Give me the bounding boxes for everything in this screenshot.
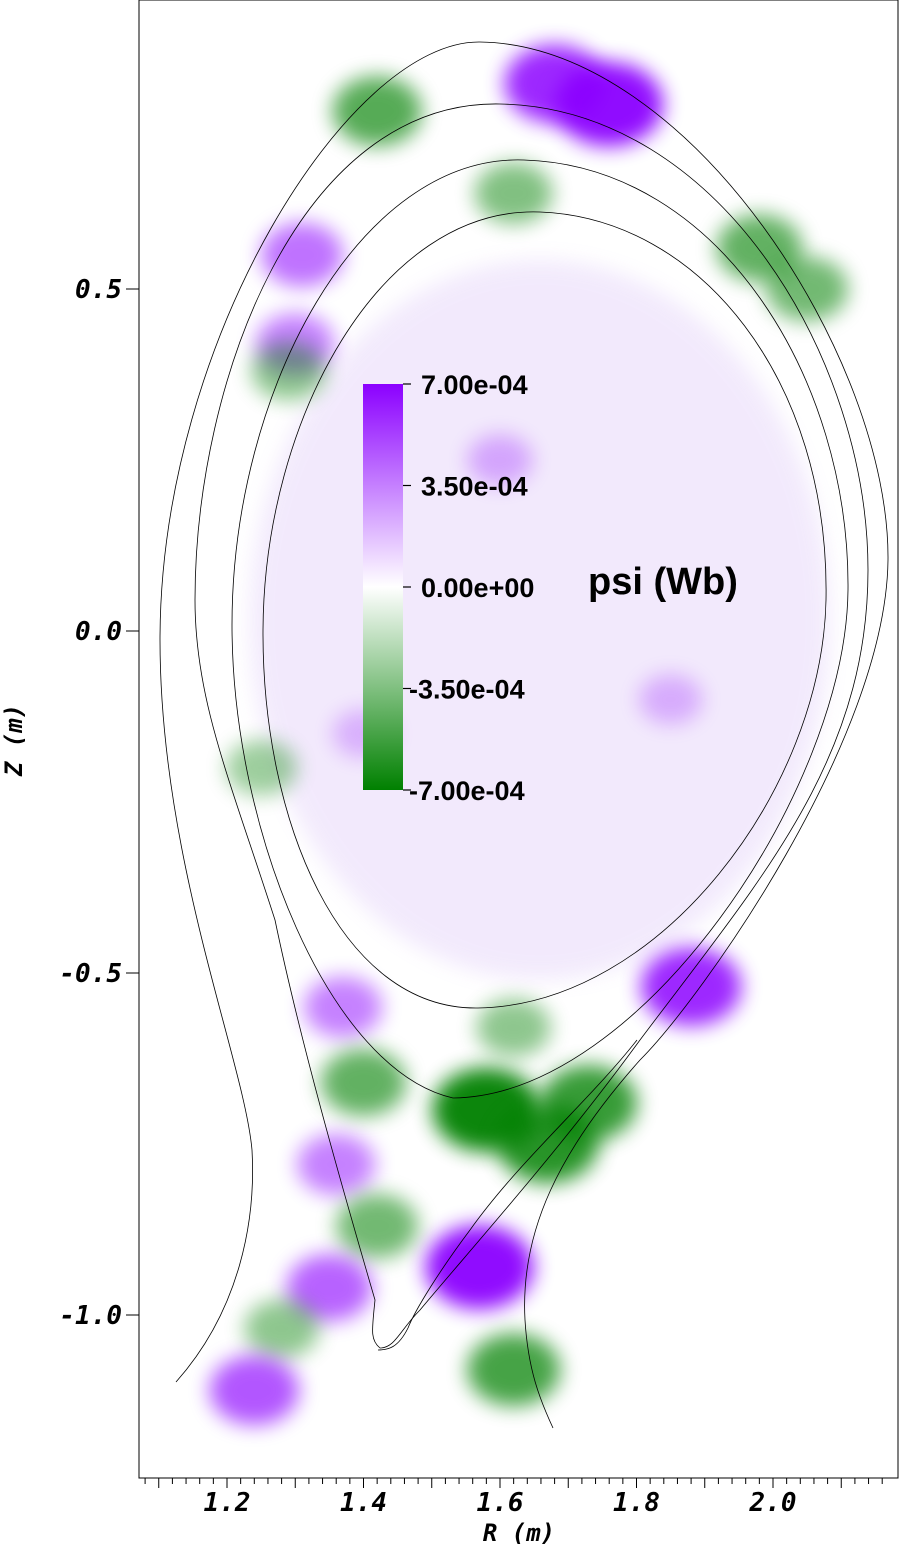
x-tick-label: 1.6 [477,1488,524,1518]
x-tick-label: 1.2 [204,1488,251,1518]
psi-blob-22 [425,1225,534,1310]
colorbar-ticks: 7.00e-04 3.50e-04 0.00e+00 -3.50e-04 -7.00e-… [403,370,534,806]
x-axis-title: R (m) [483,1519,555,1547]
separatrix-outer-leg [377,1039,638,1351]
colorbar-tick-label: 3.50e-04 [421,472,528,502]
psi-blob-10 [638,674,703,725]
y-tick-label: -1.0 [59,1301,122,1331]
psi-blob-14 [303,976,383,1038]
flux-surface-inner [262,211,827,1009]
y-axis-tick-labels: 0.5 0.0 -0.5 -1.0 [59,275,122,1331]
y-axis-ticks [126,288,139,1316]
limiter-boundary [159,41,889,1429]
psi-blob-1 [555,62,664,147]
colorbar: 7.00e-04 3.50e-04 0.00e+00 -3.50e-04 -7.00e-… [363,370,738,806]
psi-blob-23 [286,1254,373,1322]
psi-blob-16 [320,1049,407,1116]
psi-blob-3 [474,162,553,224]
colorbar-tick-label: 7.00e-04 [421,370,528,400]
colorbar-tick-label: -3.50e-04 [409,675,525,705]
colorbar-gradient [363,384,403,790]
psi-blob-21 [336,1194,419,1259]
psi-blob-24 [467,1333,561,1407]
separatrix [194,103,869,1349]
x-tick-label: 1.4 [340,1488,387,1518]
colorbar-tick-label: 0.00e+00 [421,573,534,603]
core-wash [250,260,830,980]
psi-blob-15 [476,998,551,1057]
y-tick-label: 0.5 [75,275,122,305]
x-tick-label: 2.0 [749,1488,797,1518]
psi-blob-9 [467,434,533,486]
colorbar-tick-label: -7.00e-04 [409,776,525,806]
psi-blob-2 [332,76,422,147]
psi-blob-26 [209,1355,300,1426]
psi-blob-19 [540,1065,638,1141]
psi-blob-12 [225,740,297,796]
y-axis-title: Z (m) [0,704,28,777]
x-axis-ticks [144,1478,883,1488]
y-tick-label: -0.5 [59,959,122,989]
psi-blob-5 [766,257,849,321]
colorbar-title: psi (Wb) [588,561,738,603]
flux-surface-2 [231,159,849,1099]
psi-blob-8 [251,341,326,401]
x-tick-label: 1.8 [613,1488,660,1518]
psi-blob-6 [261,222,344,287]
psi-blob-25 [244,1299,319,1358]
x-axis-tick-labels: 1.2 1.4 1.6 1.8 2.0 [204,1488,797,1518]
psi-blob-13 [640,947,742,1026]
flux-surfaces [159,41,889,1429]
y-tick-label: 0.0 [75,617,122,647]
